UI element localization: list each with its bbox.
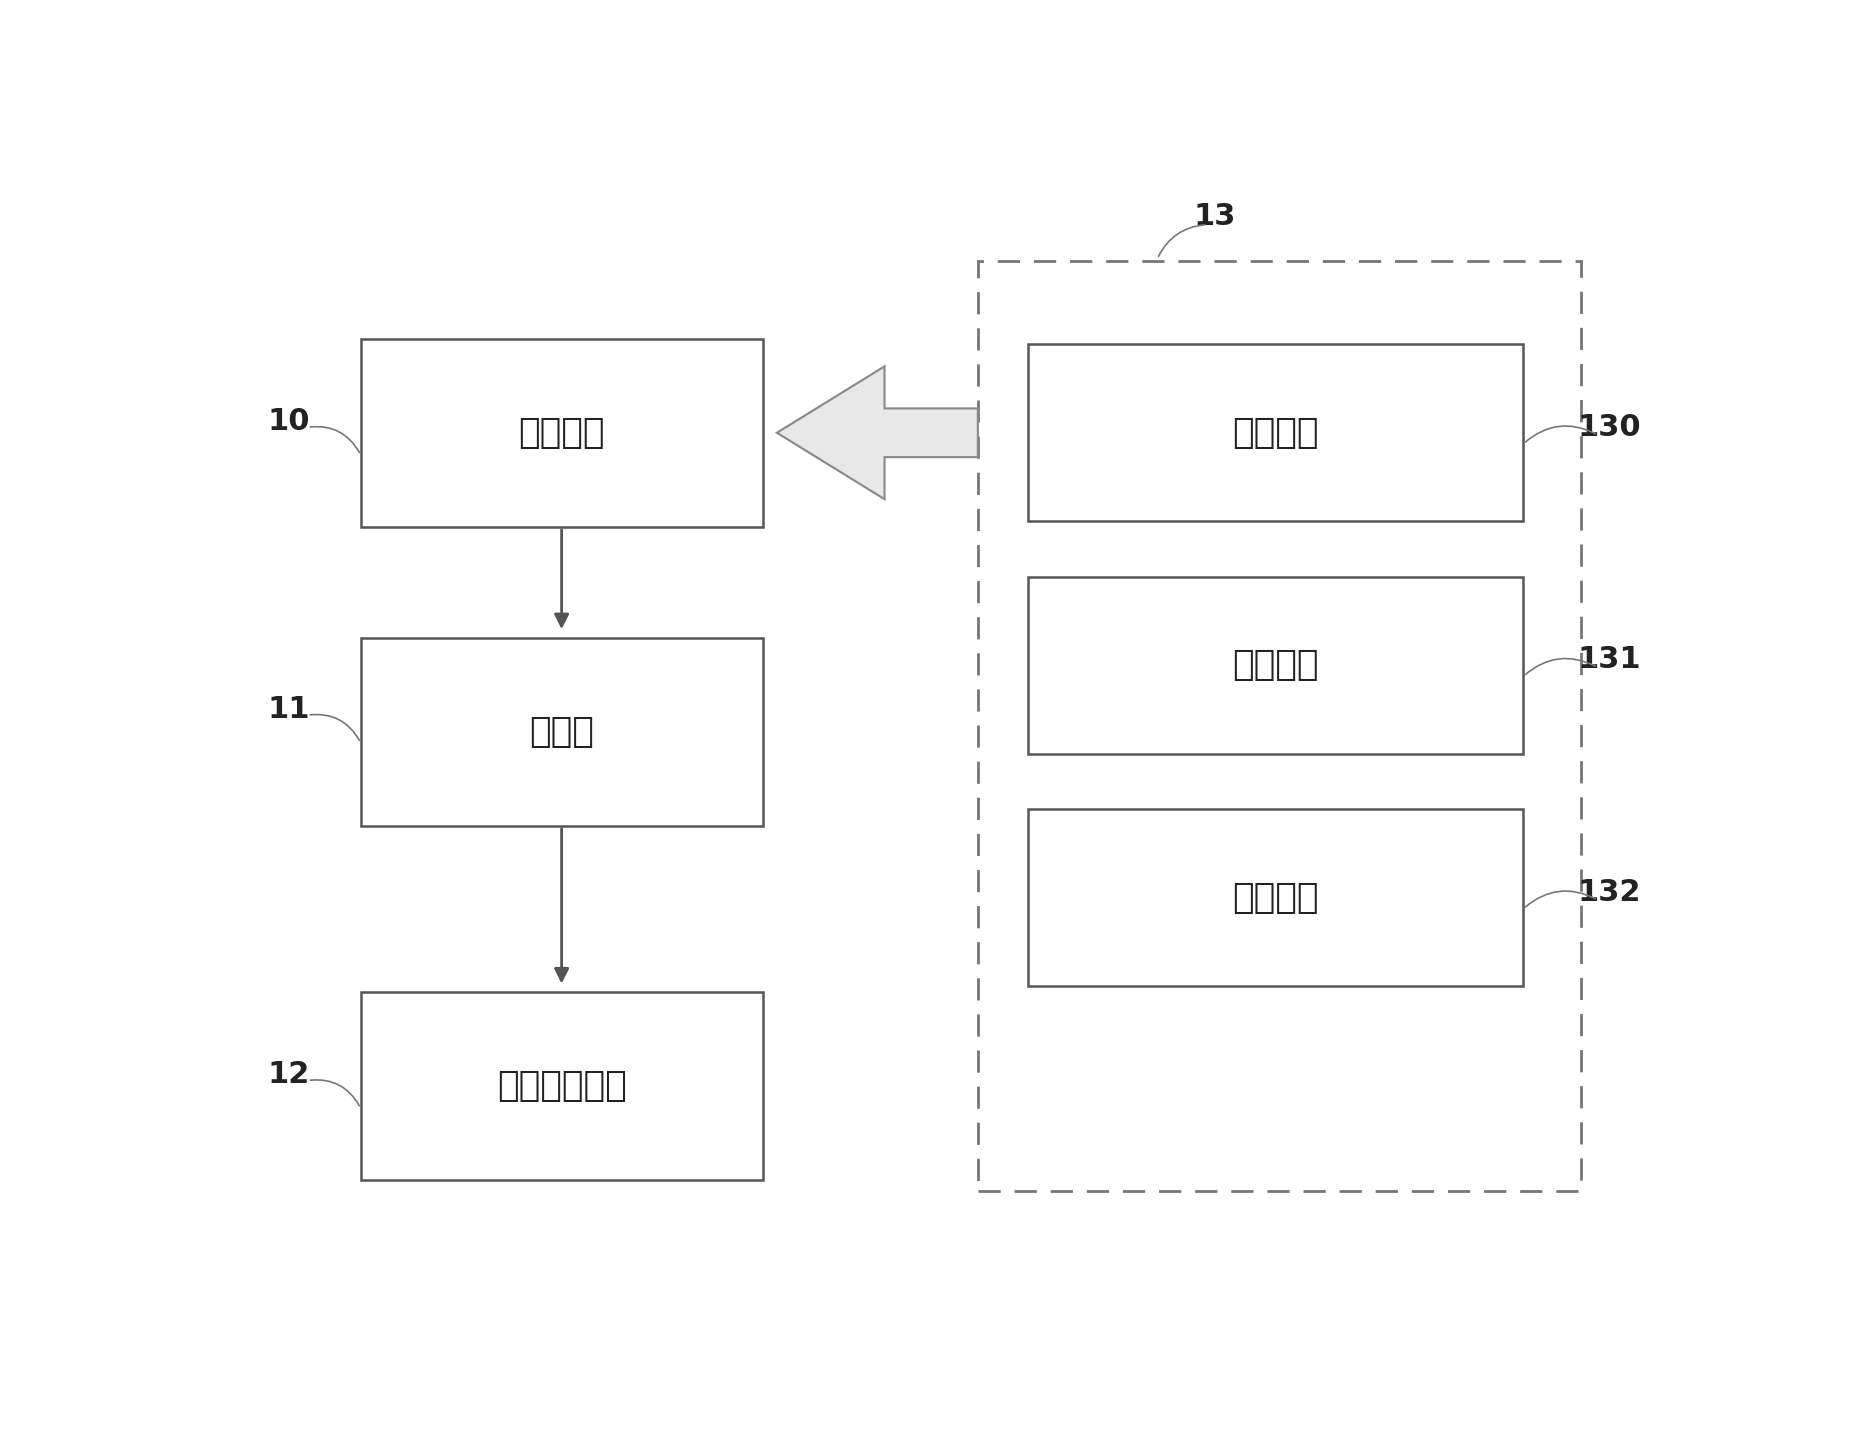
Bar [1028,577,1522,754]
Text: 感测单元: 感测单元 [1232,649,1319,682]
Text: 131: 131 [1578,646,1641,674]
Text: 132: 132 [1578,877,1641,907]
Text: 10: 10 [269,407,309,436]
Text: 12: 12 [269,1060,309,1090]
Text: 11: 11 [269,695,309,725]
Text: 液晶滴下喷头: 液晶滴下喷头 [496,1068,626,1103]
Bar [978,262,1580,1191]
Bar [361,338,763,526]
Text: 13: 13 [1193,203,1235,232]
Text: 加热组件: 加热组件 [1232,416,1319,450]
Polygon shape [778,367,978,499]
Bar [361,637,763,825]
Text: 液晶容器: 液晶容器 [519,416,606,450]
Text: 控制单元: 控制单元 [1232,881,1319,915]
Text: 输送管: 输送管 [530,715,594,749]
Bar [361,992,763,1181]
Bar [1028,810,1522,986]
Text: 130: 130 [1578,413,1641,441]
Bar [1028,344,1522,522]
